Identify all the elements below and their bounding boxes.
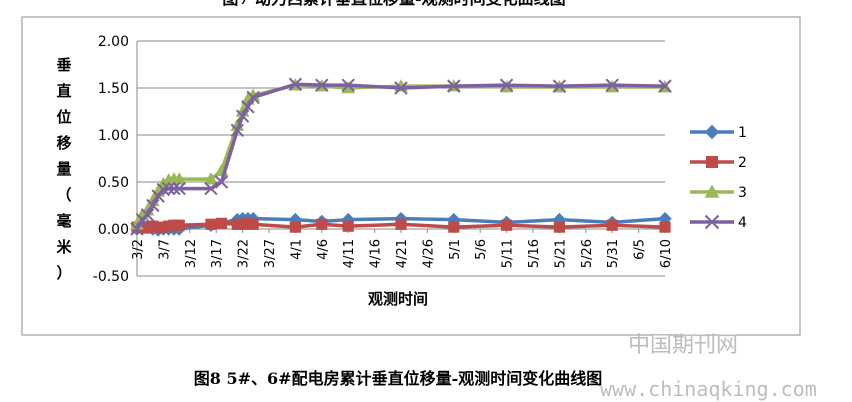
- y-tick-label: 0.50: [98, 175, 129, 191]
- data-point: [140, 208, 155, 222]
- data-point: [172, 181, 186, 196]
- x-tick-label: 6/10: [659, 239, 674, 268]
- data-point: [167, 181, 181, 196]
- x-tick-label: 4/6: [316, 239, 331, 260]
- top-title-cropped: 图7 动力西累计垂直位移量-观测时间变化曲线图: [222, 0, 565, 8]
- x-tick-label: 3/27: [263, 239, 278, 268]
- figure-caption: 图8 5#、6#配电房累计垂直位移量-观测时间变化曲线图: [194, 369, 602, 388]
- x-tick-label: 4/1: [289, 239, 304, 260]
- data-point: [659, 221, 671, 233]
- y-axis-title-char: ）: [56, 264, 71, 282]
- legend-label: 1: [738, 125, 747, 141]
- data-point: [605, 78, 619, 92]
- x-tick-label: 3/22: [237, 239, 252, 268]
- x-tick-label: 3/7: [157, 239, 172, 260]
- data-point: [395, 218, 407, 230]
- x-tick-label: 5/1: [448, 239, 463, 260]
- data-point: [552, 79, 567, 93]
- data-point: [214, 175, 229, 189]
- data-point: [161, 181, 176, 196]
- data-point: [241, 100, 255, 114]
- x-tick-label: 3/2: [131, 239, 146, 260]
- x-tick-labels: 3/2 3/7 3/12 3/17 3/22 3/27 4/1 4/6 4/11 4/16 4/21…: [131, 229, 674, 268]
- x-tick-label: 4/26: [421, 239, 436, 268]
- data-point: [146, 198, 160, 213]
- data-point: [247, 218, 259, 230]
- chart-frame: [21, 16, 801, 336]
- watermark-url: www.chinaqking.com: [600, 377, 817, 401]
- legend-item-3: 3: [690, 184, 747, 201]
- series-4: [130, 77, 672, 236]
- data-point: [156, 182, 171, 197]
- x-axis-title: 观测时间: [368, 290, 428, 308]
- x-tick-label: 3/12: [184, 239, 199, 268]
- data-point: [342, 220, 354, 232]
- data-point: [130, 222, 144, 236]
- x-tick-label: 5/21: [553, 239, 568, 268]
- x-tick-label: 5/16: [527, 239, 542, 268]
- y-axis-title-char: 垂: [56, 56, 71, 74]
- data-point: [553, 221, 565, 233]
- y-axis-title-char: 直: [56, 82, 71, 100]
- legend-label: 3: [738, 185, 747, 201]
- y-axis-title-char: 位: [56, 108, 71, 126]
- x-tick-label: 3/17: [210, 239, 225, 268]
- series-2: [131, 217, 671, 234]
- x-tick-label: 4/16: [369, 239, 384, 268]
- y-axis-title-char: 米: [56, 238, 72, 256]
- data-point: [704, 184, 720, 198]
- legend: 1 2 3 4: [690, 124, 747, 231]
- data-point: [315, 78, 329, 92]
- data-point: [394, 81, 408, 95]
- y-axis-title-char: （: [56, 186, 71, 204]
- data-point: [705, 155, 719, 169]
- data-point: [316, 218, 328, 230]
- x-tick-label: 4/21: [395, 239, 410, 268]
- data-point: [246, 90, 260, 105]
- data-point: [606, 219, 618, 231]
- data-point: [204, 172, 218, 185]
- x-tick-label: 6/5: [633, 239, 648, 260]
- y-tick-labels: -0.50 0.00 0.50 1.00 1.50 2.00: [93, 34, 129, 285]
- y-tick-label: 2.00: [98, 34, 129, 50]
- x-tick-label: 5/31: [606, 239, 621, 268]
- y-tick-label: 1.00: [98, 128, 129, 144]
- series-layer: [130, 77, 672, 237]
- legend-label: 4: [738, 215, 747, 231]
- data-point: [288, 77, 303, 91]
- data-point: [215, 217, 228, 229]
- data-point: [289, 221, 301, 233]
- x-tick-label: 4/11: [342, 239, 357, 268]
- data-point: [205, 218, 217, 230]
- data-point: [704, 214, 720, 230]
- watermark-site: 中国期刊网: [628, 333, 738, 358]
- data-point: [204, 181, 218, 196]
- legend-item-4: 4: [690, 214, 747, 231]
- x-tick-label: 5/26: [580, 239, 595, 268]
- data-point: [447, 79, 461, 93]
- data-point: [341, 78, 355, 92]
- legend-item-1: 1: [690, 124, 747, 141]
- data-point: [173, 219, 185, 231]
- y-axis-title-char: 毫: [56, 212, 71, 230]
- x-tick-label: 5/6: [474, 239, 489, 260]
- y-axis-title-char: 量: [56, 160, 71, 178]
- legend-label: 2: [738, 155, 747, 171]
- y-axis-title-char: 移: [56, 134, 71, 152]
- data-point: [658, 79, 672, 93]
- y-axis-title: 垂直位移量 （ 毫米 ）: [56, 56, 72, 282]
- data-point: [499, 78, 514, 92]
- data-point: [704, 124, 720, 140]
- y-tick-label: -0.50: [93, 269, 129, 285]
- data-point: [230, 123, 245, 138]
- data-point: [448, 221, 460, 233]
- data-point: [235, 109, 250, 123]
- data-point: [501, 219, 513, 231]
- x-tick-label: 5/11: [501, 239, 516, 268]
- y-tick-label: 0.00: [98, 222, 129, 238]
- y-tick-label: 1.50: [98, 81, 129, 97]
- legend-item-2: 2: [690, 155, 747, 171]
